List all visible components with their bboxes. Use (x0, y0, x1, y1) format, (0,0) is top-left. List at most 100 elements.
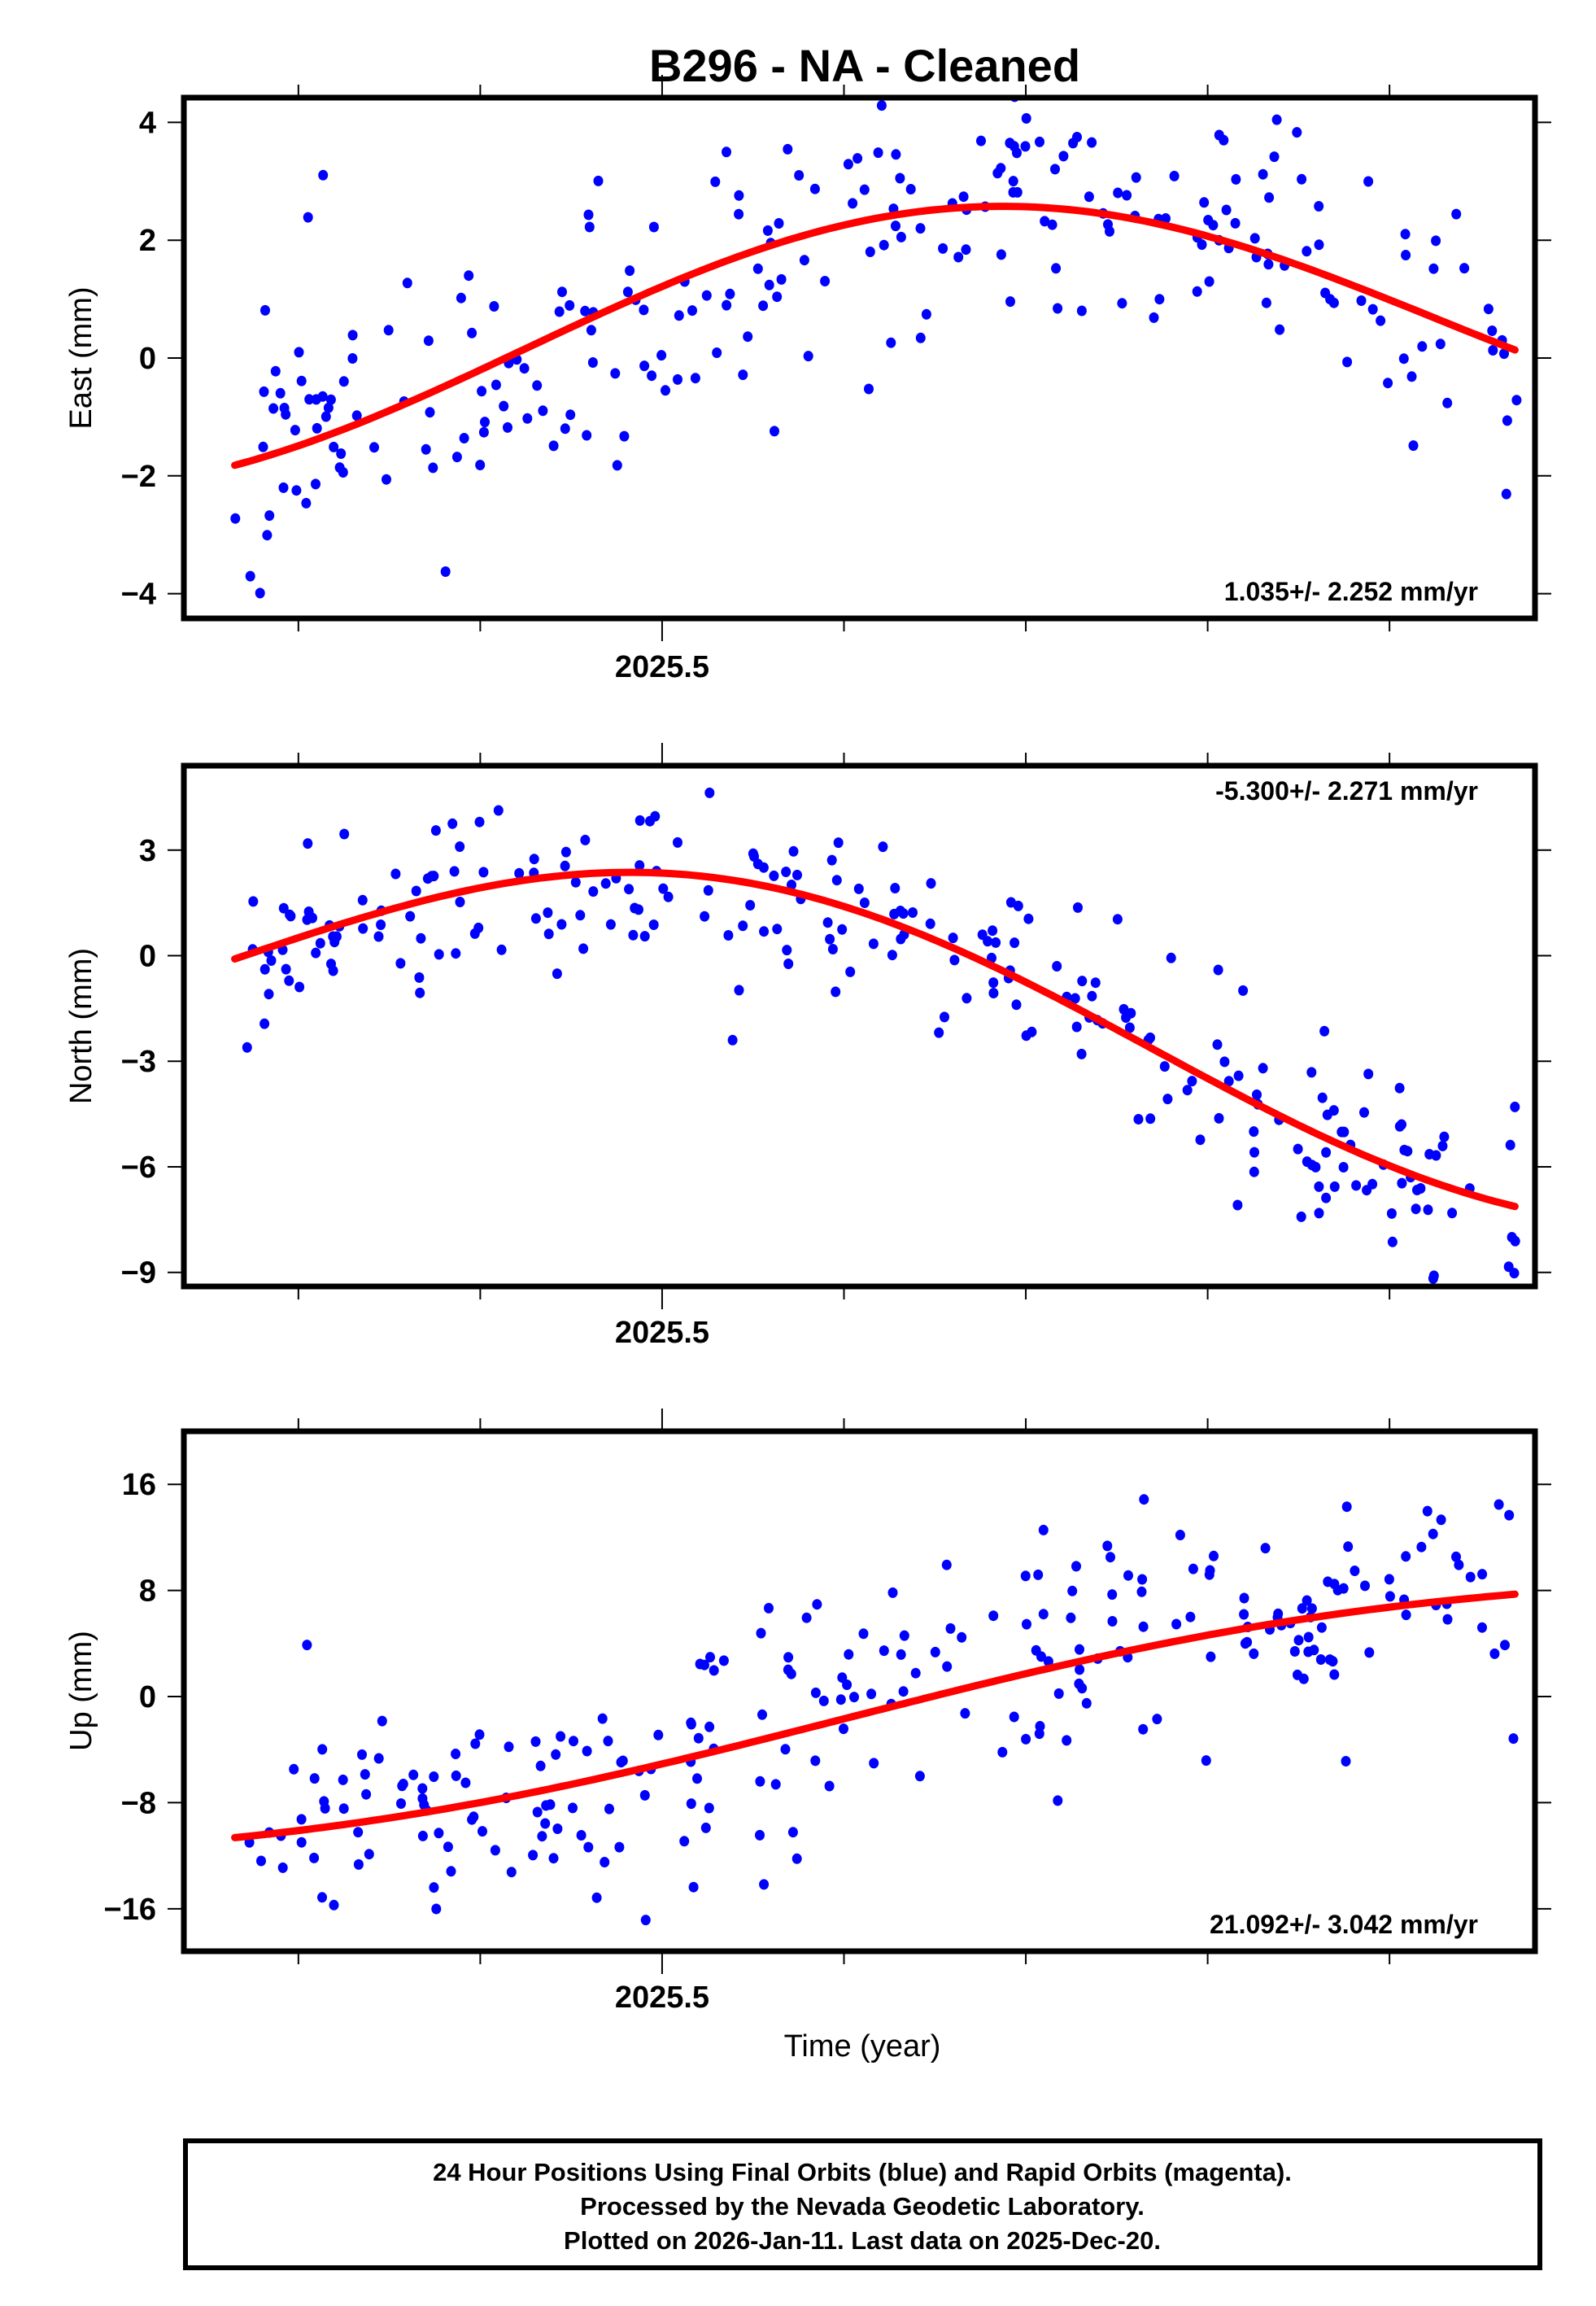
up-data-point (1350, 1566, 1360, 1576)
north-data-point (1232, 1199, 1243, 1211)
footer-line-3: Plotted on 2026-Jan-11. Last data on 202… (564, 2226, 1161, 2255)
north-data-point (278, 902, 289, 914)
east-data-point (478, 426, 489, 438)
east-data-point (1117, 298, 1127, 309)
east-data-point (639, 360, 650, 372)
up-data-point (302, 1640, 312, 1651)
up-data-point (1360, 1580, 1370, 1592)
east-data-point (734, 190, 744, 201)
up-data-point (1201, 1755, 1211, 1767)
north-data-point (285, 909, 295, 920)
east-data-point (334, 462, 345, 474)
up-data-point (360, 1769, 370, 1780)
east-data-point (1499, 348, 1509, 360)
east-data-point (1356, 295, 1367, 306)
north-data-point (281, 963, 291, 975)
up-data-point (1123, 1570, 1133, 1581)
north-data-point (1338, 1162, 1349, 1173)
north-data-point (264, 989, 274, 1000)
up-data-point (460, 1777, 471, 1788)
up-data-point (309, 1773, 320, 1784)
north-data-point (455, 841, 465, 852)
up-data-point (1062, 1735, 1072, 1746)
north-data-point (624, 884, 634, 895)
north-data-point (896, 933, 906, 945)
up-data-point (429, 1771, 439, 1782)
east-data-point (586, 325, 596, 336)
north-data-point (827, 944, 838, 954)
east-data-point (710, 176, 721, 187)
up-data-point (688, 1881, 699, 1893)
up-data-point (591, 1892, 602, 1903)
east-data-point (323, 402, 334, 413)
east-data-point (879, 239, 889, 251)
east-data-point (701, 290, 712, 301)
north-data-point (1411, 1203, 1421, 1215)
east-data-point (891, 149, 901, 160)
north-data-point (1314, 1208, 1324, 1219)
up-y-tick-label: 16 (122, 1468, 156, 1502)
up-y-tick-label: −8 (121, 1786, 156, 1820)
east-data-point (311, 394, 321, 405)
north-data-point (1009, 937, 1020, 949)
up-data-point (941, 1559, 952, 1570)
north-data-point (434, 949, 444, 960)
up-data-point (960, 1708, 970, 1719)
up-data-point (1188, 1563, 1198, 1574)
footer-frame (183, 2138, 1542, 2270)
north-data-point (1212, 1039, 1223, 1050)
east-data-point (625, 265, 635, 277)
up-data-point (446, 1866, 456, 1877)
east-data-point (503, 421, 512, 433)
east-data-point (270, 365, 281, 377)
north-data-point (1249, 1146, 1259, 1158)
north-data-point (1145, 1032, 1155, 1043)
north-data-point (1195, 1134, 1206, 1146)
up-rate-label: 21.092+/- 3.042 mm/yr (1210, 1910, 1478, 1939)
east-data-point (758, 300, 769, 312)
east-data-point (938, 242, 948, 254)
north-data-point (1314, 1181, 1324, 1192)
east-data-point (1401, 250, 1411, 260)
north-data-point (1223, 1076, 1234, 1087)
east-data-point (1008, 176, 1018, 187)
east-points (230, 98, 1522, 599)
east-data-point (690, 373, 700, 384)
north-data-point (868, 938, 879, 950)
footer-line-1: 24 Hour Positions Using Final Orbits (bl… (433, 2158, 1292, 2186)
east-data-point (820, 276, 831, 286)
east-data-point (762, 225, 773, 236)
east-data-point (1258, 168, 1268, 180)
up-data-point (842, 1679, 853, 1690)
north-data-point (1505, 1139, 1515, 1151)
east-data-point (1292, 127, 1302, 138)
north-data-point (853, 883, 864, 894)
north-data-point (887, 950, 897, 961)
east-data-point (477, 386, 487, 397)
north-data-point (1351, 1180, 1362, 1191)
east-data-point (674, 310, 684, 321)
up-data-point (1171, 1618, 1182, 1630)
east-data-point (1302, 246, 1312, 257)
north-data-point (792, 869, 802, 880)
up-data-point (1289, 1646, 1300, 1657)
up-data-point (470, 1738, 481, 1749)
up-data-point (1038, 1609, 1049, 1620)
up-data-point (1260, 1543, 1271, 1554)
north-data-point (890, 883, 900, 893)
east-data-point (809, 183, 820, 194)
north-data-point (390, 868, 401, 880)
north-data-point (422, 873, 433, 884)
up-data-point (704, 1802, 714, 1814)
up-data-point (296, 1814, 307, 1825)
up-data-point (434, 1828, 444, 1839)
east-data-point (557, 286, 567, 298)
east-data-point (402, 277, 412, 289)
north-data-point (1052, 961, 1062, 972)
east-data-point (1297, 173, 1307, 185)
up-data-point (879, 1645, 889, 1657)
east-data-point (622, 286, 633, 298)
up-data-point (755, 1775, 765, 1787)
up-data-point (1021, 1733, 1031, 1745)
north-data-point (949, 954, 960, 966)
